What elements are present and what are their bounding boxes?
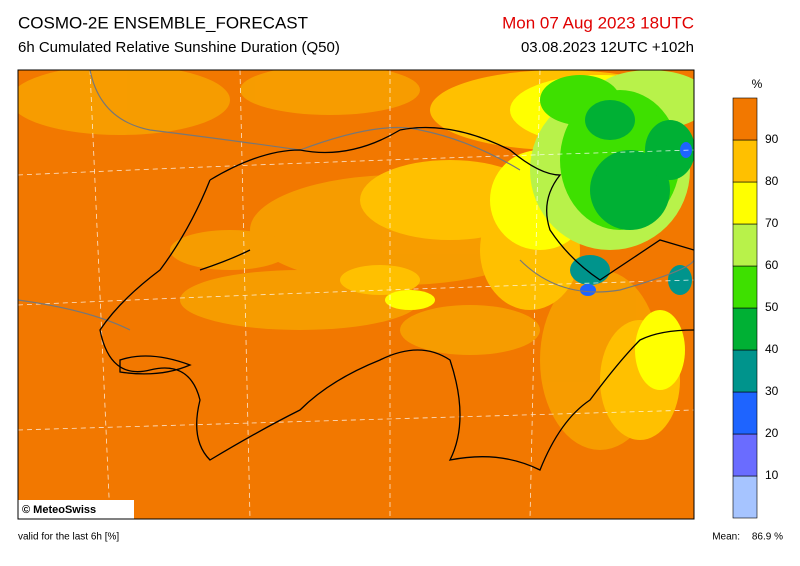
subtitle: 6h Cumulated Relative Sunshine Duration …	[18, 39, 340, 56]
title: COSMO-2E ENSEMBLE_FORECAST	[18, 13, 308, 32]
map: © MeteoSwiss	[18, 70, 694, 519]
colorbar: 10 20 30 40 50 60 70 80 90	[732, 97, 779, 519]
valid-time: Mon 07 Aug 2023 18UTC	[502, 13, 694, 32]
copyright-box	[18, 500, 134, 519]
colorbar-box	[732, 349, 758, 393]
colorbar-label: 40	[765, 342, 779, 356]
map-frame	[17, 69, 695, 520]
colorbar-box	[732, 223, 758, 267]
colorbar-label: 10	[765, 468, 779, 482]
colorbar-box	[732, 97, 758, 141]
colorbar-label: 90	[765, 132, 779, 146]
colorbar-box	[732, 181, 758, 225]
colorbar-label: 30	[765, 384, 779, 398]
colorbar-unit: %	[752, 77, 763, 91]
colorbar-box	[732, 139, 758, 183]
colorbar-label: 50	[765, 300, 779, 314]
colorbar-box	[732, 475, 758, 519]
colorbar-label: 70	[765, 216, 779, 230]
colorbar-box	[732, 265, 758, 309]
colorbar-label: 60	[765, 258, 779, 272]
footer-note: valid for the last 6h [%]	[18, 532, 119, 543]
mean-label: Mean:	[712, 532, 740, 543]
colorbar-label: 20	[765, 426, 779, 440]
colorbar-box	[732, 391, 758, 435]
run-info: 03.08.2023 12UTC +102h	[521, 39, 694, 56]
colorbar-box	[732, 307, 758, 351]
mean-value: 86.9 %	[752, 532, 783, 543]
colorbar-label: 80	[765, 174, 779, 188]
colorbar-box	[732, 433, 758, 477]
copyright: © MeteoSwiss	[22, 504, 96, 516]
